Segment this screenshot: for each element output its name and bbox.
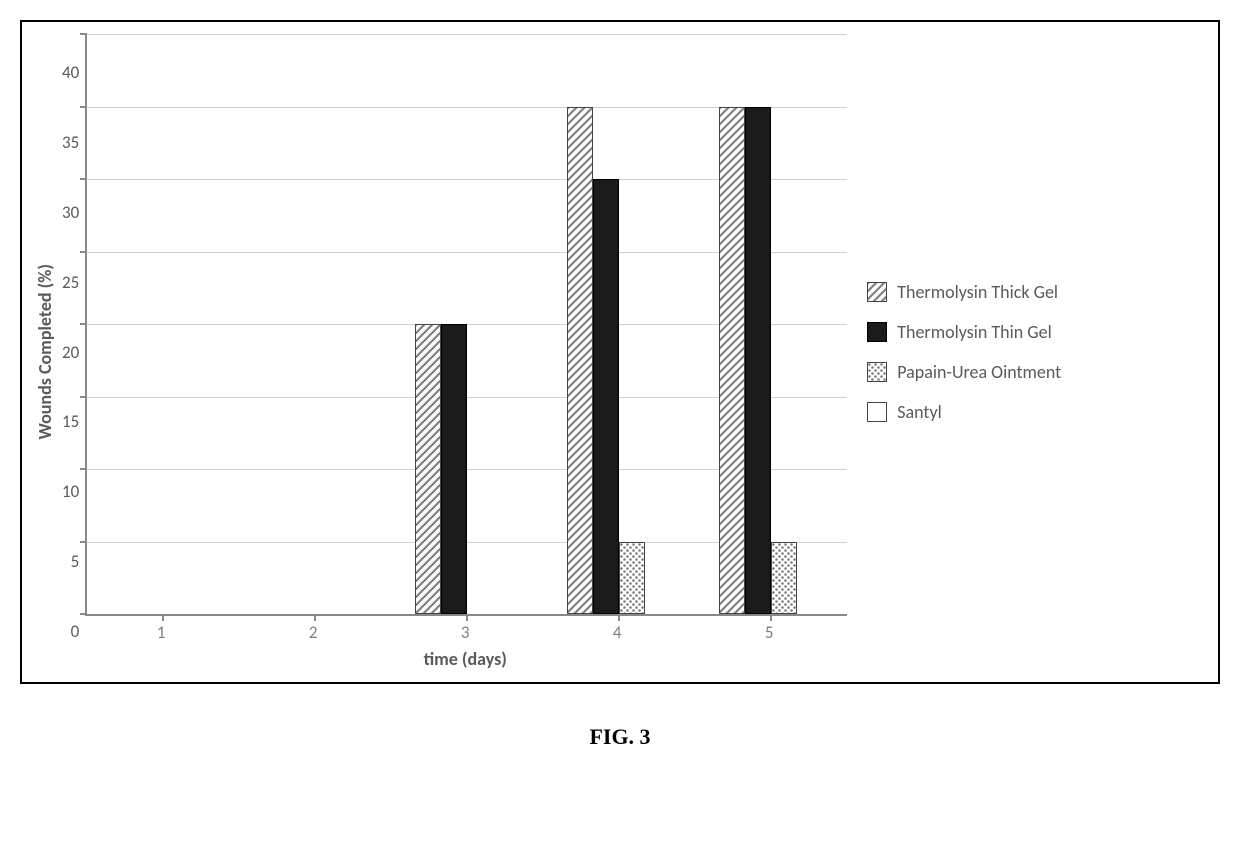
y-tick-label: 40 xyxy=(62,62,79,83)
legend-swatch xyxy=(867,362,887,382)
y-tick-label: 25 xyxy=(62,272,79,293)
legend-label: Santyl xyxy=(897,401,942,423)
y-tick-mark xyxy=(80,396,87,398)
y-tick-label: 30 xyxy=(62,202,79,223)
bar-thermolysin_thin xyxy=(593,179,619,614)
y-tick-mark xyxy=(80,541,87,543)
bar-papain_urea xyxy=(771,542,797,615)
chart-left: Wounds Completed (%) 40 35 30 25 20 15 10 5 0 xyxy=(34,62,85,642)
y-tick-mark xyxy=(80,178,87,180)
grid-line xyxy=(87,34,847,35)
legend-item-papain_urea: Papain-Urea Ointment xyxy=(867,361,1127,383)
y-tick-label: 0 xyxy=(71,621,80,642)
legend-label: Thermolysin Thick Gel xyxy=(897,281,1058,303)
bar-thermolysin_thin xyxy=(745,107,771,615)
bar-thermolysin_thick xyxy=(415,324,441,614)
x-axis-ticks: 1 2 3 4 5 xyxy=(85,616,845,644)
plot-column: 1 2 3 4 5 time (days) xyxy=(85,34,847,670)
legend-item-thermolysin_thick: Thermolysin Thick Gel xyxy=(867,281,1127,303)
y-tick-mark xyxy=(80,613,87,615)
bar-papain_urea xyxy=(619,542,645,615)
bar-thermolysin_thick xyxy=(567,107,593,615)
x-tick-label: 3 xyxy=(461,622,470,643)
y-tick-mark xyxy=(80,106,87,108)
bar-thermolysin_thin xyxy=(441,324,467,614)
x-tick-label: 5 xyxy=(765,622,774,643)
x-tick-label: 2 xyxy=(309,622,318,643)
legend-swatch xyxy=(867,322,887,342)
y-axis-label: Wounds Completed (%) xyxy=(34,264,56,440)
x-axis-label: time (days) xyxy=(85,648,845,670)
y-tick-mark xyxy=(80,323,87,325)
figure-container: Wounds Completed (%) 4035302520151050 12… xyxy=(20,20,1220,750)
y-tick-mark xyxy=(80,251,87,253)
y-tick-label: 15 xyxy=(62,411,79,432)
y-tick-mark xyxy=(80,468,87,470)
y-tick-label: 10 xyxy=(62,481,79,502)
legend: Thermolysin Thick Gel Thermolysin Thin Ge… xyxy=(867,263,1127,441)
legend-swatch xyxy=(867,282,887,302)
bar-thermolysin_thick xyxy=(719,107,745,615)
legend-item-santyl: Santyl xyxy=(867,401,1127,423)
y-tick-mark xyxy=(80,33,87,35)
plot-area xyxy=(85,34,847,616)
y-axis-ticks: 40 35 30 25 20 15 10 5 0 xyxy=(62,62,85,642)
figure-caption: FIG. 3 xyxy=(20,724,1220,750)
x-tick-label: 1 xyxy=(157,622,166,643)
legend-label: Papain-Urea Ointment xyxy=(897,361,1061,383)
legend-item-thermolysin_thin: Thermolysin Thin Gel xyxy=(867,321,1127,343)
y-tick-label: 35 xyxy=(62,132,79,153)
y-tick-label: 5 xyxy=(71,551,80,572)
x-tick-label: 4 xyxy=(613,622,622,643)
y-tick-label: 20 xyxy=(62,342,79,363)
legend-label: Thermolysin Thin Gel xyxy=(897,321,1051,343)
legend-swatch xyxy=(867,402,887,422)
chart-frame: Wounds Completed (%) 4035302520151050 12… xyxy=(20,20,1220,684)
